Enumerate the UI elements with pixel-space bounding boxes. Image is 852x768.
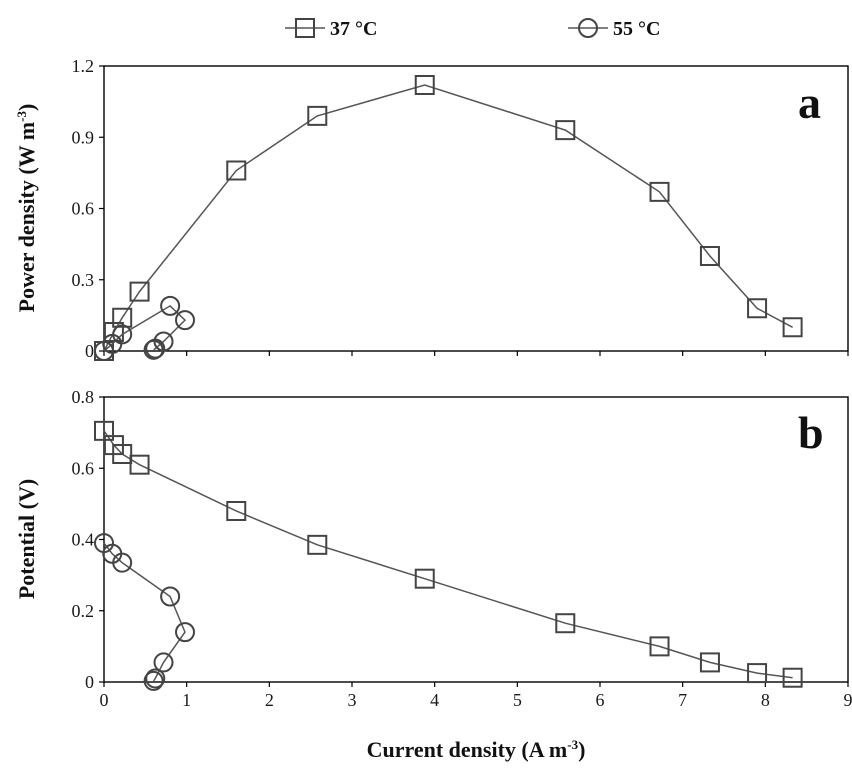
panel-b-series-line-37c	[103, 430, 793, 679]
panel-b: 0 0.2 0.4 0.6 0.8 0 1 2 3 4 5 6 7 8 9 b Potential (V)…	[14, 387, 852, 762]
panel-a-point-37c	[226, 160, 247, 181]
panel-b-x-tick-label: 3	[348, 690, 357, 710]
panel-b-point-55c	[175, 622, 196, 643]
panel-b-frame	[103, 396, 849, 683]
panel-b-x-tick-label: 6	[596, 690, 605, 710]
panel-a-plot-area	[94, 75, 849, 361]
panel-b-y-tick-label: 0	[85, 672, 94, 692]
panel-b-x-ticks: 0 1 2 3 4 5 6 7 8 9	[100, 682, 852, 710]
legend-circle-marker	[578, 18, 598, 38]
panel-a-y-axis-title: Power density (W m-3)	[14, 104, 39, 313]
panel-a-point-37c	[699, 246, 720, 266]
panel-a-point-37c	[782, 317, 803, 338]
panel-b-point-37c	[414, 568, 435, 589]
panel-a-series-line-37c	[103, 84, 793, 352]
panel-a-y-tick-label: 0.3	[72, 270, 95, 290]
panel-b-point-55c	[153, 652, 174, 673]
panel-b-y-axis-title: Potential (V)	[14, 479, 39, 599]
panel-a-y-tick-label: 0.6	[72, 199, 95, 219]
panel-b-point-55c	[143, 670, 164, 691]
panel-b-y-tick-label: 0.6	[72, 458, 95, 478]
panel-a-point-55c	[145, 338, 166, 359]
panel-b-point-37c	[649, 636, 670, 657]
legend-label-55c: 55 °C	[613, 18, 660, 40]
panel-a-y-tick-label: 0.9	[72, 127, 95, 147]
panel-b-point-55c	[145, 668, 166, 689]
panel-a-point-37c	[649, 181, 670, 202]
panel-b-y-tick-label: 0.4	[72, 530, 95, 550]
panel-b-x-tick-label: 5	[513, 690, 522, 710]
legend: 37 °C 55 °C	[285, 18, 660, 40]
panel-b-point-37c	[555, 613, 576, 634]
panel-b-point-37c	[307, 534, 328, 555]
panel-a-y-tick-label: 1.2	[72, 56, 95, 76]
panel-b-point-37c	[112, 444, 133, 464]
x-axis-title: Current density (A m-3)	[367, 737, 586, 762]
panel-b-point-37c	[699, 652, 720, 673]
panel-b-point-55c	[112, 552, 133, 573]
panel-a-point-55c	[175, 310, 196, 331]
panel-b-y-tick-label: 0.8	[72, 387, 95, 407]
panel-b-x-tick-label: 1	[182, 690, 191, 710]
panel-a-point-37c	[129, 281, 150, 302]
panel-a-point-37c	[112, 307, 133, 328]
panel-b-point-55c	[160, 586, 181, 607]
panel-b-point-37c	[747, 663, 768, 684]
panel-a-y-ticks: 0 0.3 0.6 0.9 1.2	[72, 56, 104, 361]
panel-a-point-37c	[747, 298, 768, 319]
panel-b-y-tick-label: 0.2	[72, 601, 95, 621]
panel-b-x-tick-label: 0	[100, 690, 109, 710]
panel-b-x-tick-label: 7	[678, 690, 687, 710]
panel-b-letter: b	[798, 407, 824, 458]
panel-b-plot-area	[94, 420, 803, 691]
panel-b-x-tick-label: 8	[761, 690, 770, 710]
panel-a-point-37c	[414, 75, 435, 95]
panel-b-x-tick-label: 9	[844, 690, 852, 710]
panel-a-point-37c	[555, 120, 576, 141]
panel-a-frame	[103, 65, 849, 352]
legend-square-marker	[295, 18, 315, 38]
legend-label-37c: 37 °C	[330, 18, 377, 40]
panel-b-series-line-55c	[103, 542, 186, 682]
panel-b-point-37c	[129, 454, 150, 475]
legend-item-37c: 37 °C	[285, 18, 377, 40]
panel-a-point-55c	[160, 295, 181, 316]
panel-a: 0 0.3 0.6 0.9 1.2 a Power density (W m-3)	[14, 56, 849, 361]
panel-b-point-37c	[226, 501, 247, 521]
panel-a-point-37c	[307, 105, 328, 126]
panel-b-y-ticks: 0 0.2 0.4 0.6 0.8	[72, 387, 104, 692]
panel-b-point-37c	[782, 667, 803, 688]
panel-a-point-55c	[143, 339, 164, 360]
legend-item-55c: 55 °C	[568, 18, 660, 40]
panel-a-letter: a	[798, 77, 821, 128]
panel-b-x-tick-label: 2	[265, 690, 274, 710]
panel-b-x-tick-label: 4	[430, 690, 439, 710]
panel-a-y-tick-label: 0	[85, 341, 94, 361]
panel-a-point-55c	[112, 324, 133, 345]
